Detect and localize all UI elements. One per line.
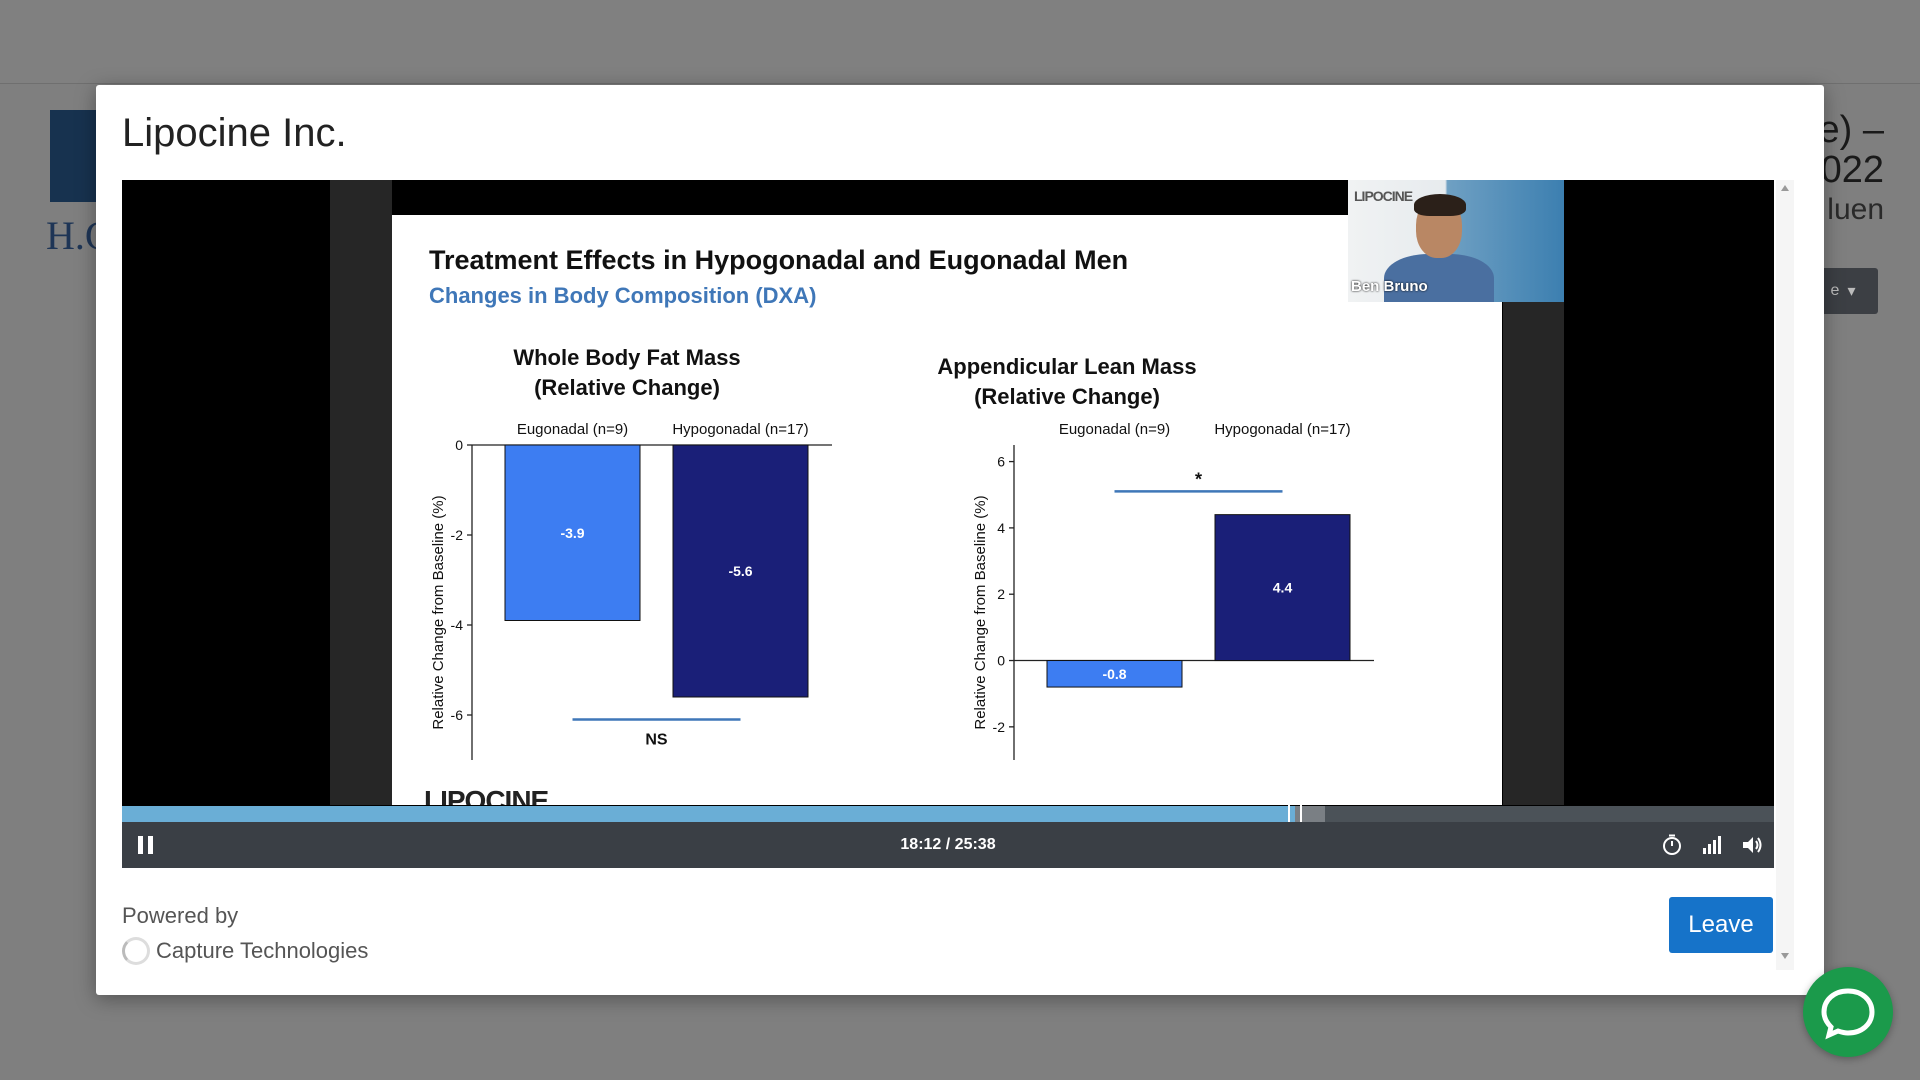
bar-value-label: -5.6 bbox=[728, 563, 752, 579]
video-controls: 18:12 / 25:38 bbox=[122, 822, 1774, 868]
y-tick-label: -6 bbox=[451, 707, 464, 723]
speaker-brand: LIPOCINE bbox=[1354, 188, 1413, 204]
chat-launcher[interactable] bbox=[1803, 967, 1893, 1057]
y-tick-label: 0 bbox=[997, 653, 1005, 669]
bar-value-label: -0.8 bbox=[1102, 666, 1126, 682]
capture-logo-icon bbox=[122, 937, 150, 965]
progress-played bbox=[122, 806, 1295, 822]
background-title-line: 022 bbox=[1820, 149, 1884, 191]
scroll-down-icon[interactable] bbox=[1781, 953, 1789, 959]
pause-icon[interactable] bbox=[138, 835, 156, 855]
video-player[interactable]: Treatment Effects in Hypogonadal and Eug… bbox=[122, 180, 1774, 868]
speaker-hair bbox=[1414, 194, 1466, 216]
category-label: Eugonadal (n=9) bbox=[1059, 421, 1170, 438]
bar bbox=[672, 444, 809, 698]
provider-name: Capture Technologies bbox=[156, 938, 369, 963]
speaker-name: Ben Bruno bbox=[1351, 278, 1428, 295]
y-axis-label: Relative Change from Baseline (%) bbox=[972, 495, 989, 729]
caret-down-icon: ▾ bbox=[1847, 283, 1856, 300]
bar-value-label: -3.9 bbox=[560, 525, 584, 541]
category-label: Hypogonadal (n=17) bbox=[1214, 421, 1350, 438]
slide-title: Treatment Effects in Hypogonadal and Eug… bbox=[429, 245, 1129, 275]
y-tick-label: 6 bbox=[997, 454, 1005, 470]
chart-fat-mass: Relative Change from Baseline (%) 0 -2 -4 -6… bbox=[430, 421, 832, 760]
video-pillar-left bbox=[330, 180, 392, 805]
category-label: Hypogonadal (n=17) bbox=[672, 421, 808, 438]
timer-icon[interactable] bbox=[1660, 833, 1684, 857]
chart-title-lean-mass: Appendicular Lean Mass (Relative Change) bbox=[907, 352, 1227, 412]
provider-link[interactable]: Capture Technologies bbox=[122, 937, 368, 965]
background-title-line: luen bbox=[1827, 193, 1884, 226]
y-tick-label: -4 bbox=[451, 617, 464, 633]
slide-subtitle: Changes in Body Composition (DXA) bbox=[429, 283, 817, 308]
modal-scrollbar[interactable] bbox=[1776, 180, 1794, 970]
y-tick-label: -2 bbox=[993, 719, 1006, 735]
background-dropdown-label: e bbox=[1830, 282, 1840, 299]
background-page-title: e) – 022 luen bbox=[1819, 110, 1884, 230]
video-modal: Lipocine Inc. Treatment Effects in Hypog… bbox=[96, 85, 1824, 995]
bar bbox=[1046, 660, 1183, 688]
chart-lean-mass: Relative Change from Baseline (%) 6 4 2 0 -2 -… bbox=[972, 421, 1374, 760]
significance-label: * bbox=[1195, 469, 1202, 489]
y-axis-label: Relative Change from Baseline (%) bbox=[430, 495, 447, 729]
slide-logo: LIPOCINE bbox=[424, 785, 549, 805]
signal-icon[interactable] bbox=[1700, 833, 1724, 857]
progress-buffered bbox=[1294, 806, 1325, 822]
presentation-slide: Treatment Effects in Hypogonadal and Eug… bbox=[392, 215, 1502, 805]
significance-label: NS bbox=[645, 732, 668, 749]
background-title-line: e) – bbox=[1818, 109, 1884, 151]
bar bbox=[504, 444, 641, 621]
background-topbar bbox=[0, 0, 1920, 84]
bar bbox=[1214, 514, 1351, 662]
volume-icon[interactable] bbox=[1740, 833, 1764, 857]
chat-bubble-icon bbox=[1821, 988, 1875, 1040]
speaker-video bbox=[1384, 254, 1494, 302]
bar-value-label: 4.4 bbox=[1273, 580, 1293, 596]
y-tick-label: 2 bbox=[997, 586, 1005, 602]
y-tick-label: -2 bbox=[451, 527, 464, 543]
scroll-up-icon[interactable] bbox=[1781, 185, 1789, 191]
playback-time: 18:12 / 25:38 bbox=[900, 836, 996, 853]
leave-button[interactable]: Leave bbox=[1669, 897, 1773, 953]
y-tick-label: 0 bbox=[455, 437, 463, 453]
powered-by-label: Powered by bbox=[122, 903, 239, 928]
modal-title: Lipocine Inc. bbox=[122, 111, 347, 155]
chart-title-line: Appendicular Lean Mass bbox=[937, 354, 1197, 379]
video-progress-bar[interactable] bbox=[122, 802, 1774, 826]
y-tick-label: 4 bbox=[997, 520, 1005, 536]
chart-title-fat-mass: Whole Body Fat Mass (Relative Change) bbox=[467, 343, 787, 403]
chart-title-line: Whole Body Fat Mass bbox=[513, 345, 741, 370]
speaker-thumbnail: LIPOCINE Ben Bruno bbox=[1348, 180, 1564, 302]
chart-title-line: (Relative Change) bbox=[534, 375, 720, 400]
chart-title-line: (Relative Change) bbox=[974, 384, 1160, 409]
category-label: Eugonadal (n=9) bbox=[517, 421, 628, 438]
